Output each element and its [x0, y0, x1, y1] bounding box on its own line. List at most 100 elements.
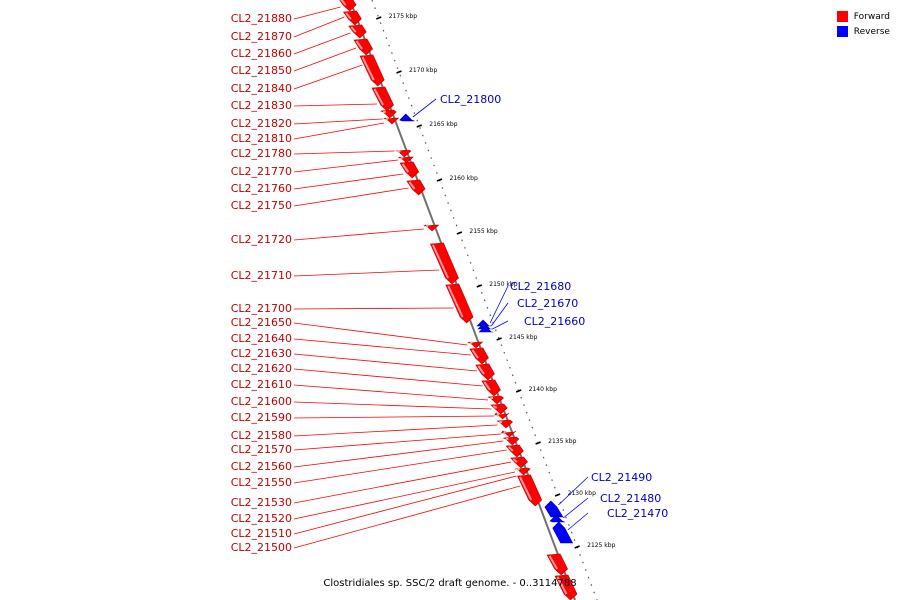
- forward-gene-highlight: [355, 40, 363, 50]
- reverse-gene-arrow: [552, 521, 574, 544]
- forward-gene-label: CL2_21560: [231, 460, 292, 473]
- forward-gene-highlight: [361, 56, 375, 81]
- reverse-gene-arrow: [399, 113, 415, 122]
- forward-gene-label: CL2_21750: [231, 199, 292, 212]
- reverse-gene-label: CL2_21490: [591, 471, 652, 484]
- forward-gene-label: CL2_21590: [231, 411, 292, 424]
- forward-gene-highlight: [516, 468, 521, 471]
- forward-gene-label: CL2_21610: [231, 378, 292, 391]
- forward-leader-line: [293, 173, 404, 190]
- reverse-leader-line: [567, 512, 589, 531]
- forward-gene-highlight: [556, 576, 568, 595]
- ruler: 2175 kbp 2170 kbp 2165 kbp 2160 kbp 2155 kbp…: [371, 0, 616, 600]
- forward-gene: [430, 242, 459, 285]
- reverse-leader-line: [489, 285, 509, 324]
- forward-leader-line: [293, 187, 409, 207]
- ruler-tick: [436, 178, 443, 182]
- forward-gene-highlight: [340, 0, 347, 6]
- legend-reverse-label: Reverse: [853, 26, 890, 37]
- reverse-gene: [399, 113, 415, 122]
- forward-gene: [505, 444, 524, 458]
- forward-gene: [496, 419, 513, 429]
- forward-gene-label: CL2_21880: [231, 12, 292, 25]
- forward-leader-line: [293, 461, 512, 504]
- forward-leader-line: [293, 338, 472, 356]
- ruler-tick: [416, 124, 423, 128]
- forward-gene-label: CL2_21530: [231, 496, 292, 509]
- forward-gene-label: CL2_21520: [231, 512, 292, 525]
- forward-gene-highlight: [432, 244, 449, 279]
- forward-gene-label: CL2_21630: [231, 347, 292, 360]
- forward-leader-line: [293, 103, 378, 107]
- legend: Forward Reverse: [836, 9, 890, 39]
- forward-gene: [398, 156, 414, 164]
- forward-gene-label: CL2_21700: [231, 302, 292, 315]
- forward-leader-line: [293, 322, 468, 346]
- forward-gene: [487, 395, 504, 405]
- forward-gene: [359, 54, 385, 87]
- forward-gene-highlight: [519, 476, 533, 501]
- forward-gene: [383, 117, 400, 125]
- forward-leader-line: [293, 307, 454, 310]
- forward-gene-arrow: [493, 412, 510, 420]
- forward-gene-label: CL2_21780: [231, 147, 292, 160]
- forward-gene-label: CL2_21820: [231, 117, 292, 130]
- forward-gene-highlight: [397, 150, 401, 153]
- forward-gene-highlight: [508, 446, 514, 452]
- legend-forward: Forward: [836, 9, 890, 24]
- forward-leader-line: [293, 433, 501, 451]
- forward-gene-label: CL2_21500: [231, 541, 292, 554]
- forward-gene-label: CL2_21760: [231, 182, 292, 195]
- forward-gene: [510, 456, 528, 469]
- forward-gene: [503, 436, 520, 446]
- forward-gene-label: CL2_21710: [231, 269, 292, 282]
- forward-gene-highlight: [350, 26, 357, 33]
- forward-gene-highlight: [469, 341, 473, 345]
- forward-gene-highlight: [471, 349, 479, 359]
- ruler-tick: [535, 441, 541, 445]
- forward-gene-highlight: [502, 430, 507, 435]
- forward-gene: [371, 86, 394, 112]
- forward-gene-label: CL2_21830: [231, 99, 292, 112]
- forward-leader-line: [293, 16, 345, 38]
- forward-gene: [353, 38, 374, 56]
- forward-gene-label: CL2_21550: [231, 476, 292, 489]
- reverse-leader-line: [558, 476, 589, 506]
- ruler-tick-label: 2165 kbp: [429, 121, 457, 128]
- forward-leader-line: [293, 6, 341, 20]
- forward-leader-line: [293, 449, 507, 484]
- forward-gene-highlight: [401, 163, 410, 173]
- ruler-tick-label: 2150 kbp: [489, 281, 517, 288]
- gene-labels: CL2_21880 CL2_21870 CL2_21860 CL2_21850 CL2_…: [231, 6, 668, 554]
- reverse-gene-label: CL2_21660: [524, 315, 585, 328]
- forward-gene: [475, 363, 495, 381]
- ruler-tick-label: 2160 kbp: [450, 175, 478, 182]
- forward-leader-line: [293, 475, 517, 535]
- forward-gene: [406, 179, 426, 196]
- reverse-leader-line: [412, 98, 437, 118]
- forward-gene: [445, 283, 474, 324]
- reverse-leader-line: [490, 302, 509, 327]
- forward-gene: [517, 474, 543, 507]
- forward-leader-line: [293, 159, 399, 173]
- reverse-swatch: [836, 26, 848, 37]
- forward-leader-line: [293, 32, 351, 55]
- forward-gene-label: CL2_21640: [231, 332, 292, 345]
- ruler-tick-label: 2145 kbp: [509, 334, 537, 341]
- ruler-tick: [574, 545, 580, 549]
- reverse-gene: [478, 325, 494, 333]
- forward-gene-highlight: [373, 88, 385, 106]
- forward-gene-highlight: [345, 12, 352, 20]
- reverse-gene-label: CL2_21680: [510, 280, 571, 293]
- forward-gene-label: CL2_21650: [231, 316, 292, 329]
- forward-gene-highlight: [492, 405, 498, 409]
- ruler-tick: [496, 337, 502, 341]
- forward-gene-label: CL2_21600: [231, 395, 292, 408]
- genome-caption: Clostridiales sp. SSC/2 draft genome. - …: [323, 578, 577, 589]
- forward-gene-label: CL2_21860: [231, 47, 292, 60]
- forward-gene: [395, 149, 412, 158]
- ruler-dotted-line: [371, 0, 598, 600]
- forward-gene-label: CL2_21840: [231, 82, 292, 95]
- ruler-tick: [396, 70, 402, 74]
- ruler-tick-label: 2135 kbp: [548, 438, 576, 445]
